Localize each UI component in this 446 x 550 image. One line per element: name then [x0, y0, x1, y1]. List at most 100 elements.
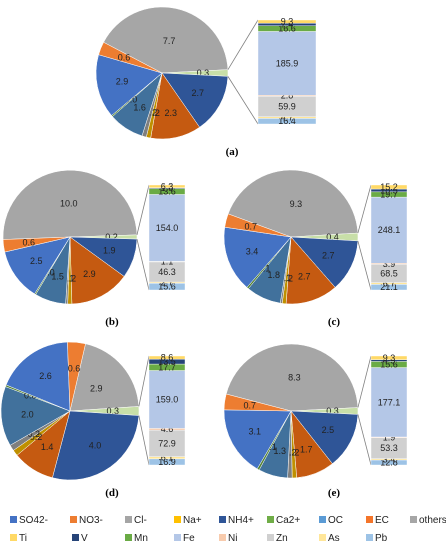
- pie-slice-label: 0.3: [326, 406, 339, 416]
- bar-segment-label: 159.0: [156, 394, 179, 404]
- bar-segment-label: 154.0: [156, 223, 179, 233]
- bar-segment-fe: [148, 370, 186, 429]
- panel-label: (b): [105, 316, 119, 328]
- bar-segment-label: 13.6: [158, 187, 176, 197]
- pie-slice-label: 2.9: [90, 384, 103, 394]
- pie-slice-label: 1.4: [41, 442, 54, 452]
- bar-segment-label: 4.7: [281, 113, 294, 123]
- legend-label: OC: [328, 515, 343, 526]
- bar-segment-label: 9.3: [281, 17, 294, 27]
- pie-slice-ec: [2, 236, 71, 253]
- bar-segment-label: 46.3: [158, 267, 176, 277]
- pie-slice-label: 0.7: [244, 222, 257, 232]
- bar-segment-ti: [148, 355, 186, 360]
- legend-swatch: [219, 516, 226, 523]
- pie-slice-label: 0.2: [64, 274, 77, 284]
- pie-slice-nh4-: [52, 410, 140, 481]
- legend-item-oc: OC: [319, 515, 343, 526]
- pie-slice-label: 0.3: [107, 406, 120, 416]
- legend-swatch: [10, 516, 17, 523]
- bar-segment-label: 8.6: [161, 353, 174, 363]
- connector-line-top: [138, 355, 150, 407]
- connector-line-bottom: [357, 414, 372, 466]
- pie-slice-so42-: [223, 226, 292, 288]
- pie-slice-label: 0.6: [118, 53, 131, 63]
- pie-slice-label: 0.3: [197, 68, 210, 78]
- pie-slice-so42-: [223, 409, 292, 470]
- panel-label: (d): [105, 487, 119, 499]
- pie-slice-label: 3.1: [249, 426, 262, 436]
- pie-slice-label: 1.7: [300, 445, 313, 455]
- bar-segment-label: 15.6: [158, 282, 176, 292]
- pie-slice-label: 1.6: [133, 102, 146, 112]
- legend-swatch: [70, 516, 77, 523]
- bar-segment-label: 6.3: [161, 181, 174, 191]
- bar-segment-label: 12.8: [380, 458, 398, 468]
- chart-panel-1: 7.70.32.72.30.20.21.60.02.90.616.44.759.…: [95, 6, 317, 158]
- pie-slice-label: 2.9: [83, 269, 96, 279]
- bar-segment-label: 2.7: [161, 278, 174, 288]
- bar-segment-label: 9.3: [383, 353, 396, 363]
- bar-segment-label: 1.9: [383, 432, 396, 442]
- legend-swatch: [125, 534, 132, 541]
- legend-item-fe: Fe: [174, 533, 195, 544]
- bar-segment-label: 185.9: [276, 58, 299, 68]
- bar-segment-label: 68.5: [380, 269, 398, 279]
- pie-slice-label: 0.1: [264, 442, 277, 452]
- legend-item-no3-: NO3-: [70, 515, 103, 526]
- pie-slice-ec: [223, 393, 292, 412]
- pie-slice-nh4-: [161, 72, 229, 128]
- legend: SO42- NO3- Cl- Na+ NH4+ Ca2+ OC EC others Ti V Mn Fe…: [10, 515, 446, 544]
- panel-label: (a): [226, 146, 239, 158]
- legend-item-ni: Ni: [219, 533, 237, 544]
- legend-swatch: [174, 516, 181, 523]
- legend-swatch: [10, 534, 17, 541]
- pie-slice-label: 2.5: [30, 256, 43, 266]
- pie-slice-label: 0.1: [62, 274, 75, 284]
- legend-label: Fe: [183, 533, 195, 544]
- pie-slice-so42-: [95, 54, 163, 116]
- pie-slice-label: 2.7: [298, 271, 311, 281]
- pie-slice-label: 0.0: [24, 390, 37, 400]
- bar-segment-ti: [257, 19, 317, 24]
- pie-slice-label: 0.1: [258, 264, 271, 274]
- pie-slice-ec: [224, 213, 292, 238]
- pie-slice-label: 1.8: [268, 270, 281, 280]
- legend-item-as: As: [319, 533, 340, 544]
- chart-panel-3: 9.30.42.72.70.20.11.80.13.40.721.16.768.…: [223, 169, 408, 328]
- bar-segment-fe: [370, 196, 408, 264]
- bar-segment-label: 6.7: [383, 279, 396, 289]
- bar-segment-label: 16.9: [158, 457, 176, 467]
- bar-segment-fe: [257, 31, 317, 96]
- connector-line-bottom: [136, 239, 150, 291]
- legend-swatch: [410, 516, 417, 523]
- legend-item-v: V: [72, 533, 88, 544]
- bar-segment-ti: [370, 184, 408, 190]
- connector-line-top: [227, 19, 259, 70]
- legend-swatch: [366, 516, 373, 523]
- legend-label: SO42-: [19, 515, 48, 526]
- bar-segment-label: 4.6: [161, 424, 174, 434]
- bar-segment-label: 17.7: [158, 362, 176, 372]
- pie-slice-label: 2.3: [165, 108, 178, 118]
- bar-segment-label: 4.5: [383, 356, 396, 366]
- pie-slice-label: 9.3: [290, 199, 303, 209]
- chart-panel-2: 10.00.21.92.90.20.11.50.02.50.615.62.746…: [2, 169, 186, 328]
- pie-slice-label: 0.6: [68, 363, 81, 373]
- panel-label: (c): [328, 316, 341, 328]
- bar-segment-label: 2.8: [281, 91, 294, 101]
- pie-slice-label: 3.4: [246, 246, 259, 256]
- legend-label: Zn: [276, 533, 288, 544]
- legend-label: Ti: [19, 533, 27, 544]
- bar-segment-label: 1.8: [161, 183, 174, 193]
- pie-slice-so42-: [5, 341, 71, 412]
- pie-slice-label: 0.2: [105, 232, 118, 242]
- pie-slice-label: 8.3: [288, 373, 301, 383]
- legend-label: V: [81, 533, 88, 544]
- bar-segment-label: 3.9: [383, 259, 396, 269]
- legend-swatch: [366, 534, 373, 541]
- pie-slice-label: 4.0: [89, 441, 102, 451]
- connector-line-bottom: [138, 415, 150, 466]
- legend-label: As: [328, 533, 340, 544]
